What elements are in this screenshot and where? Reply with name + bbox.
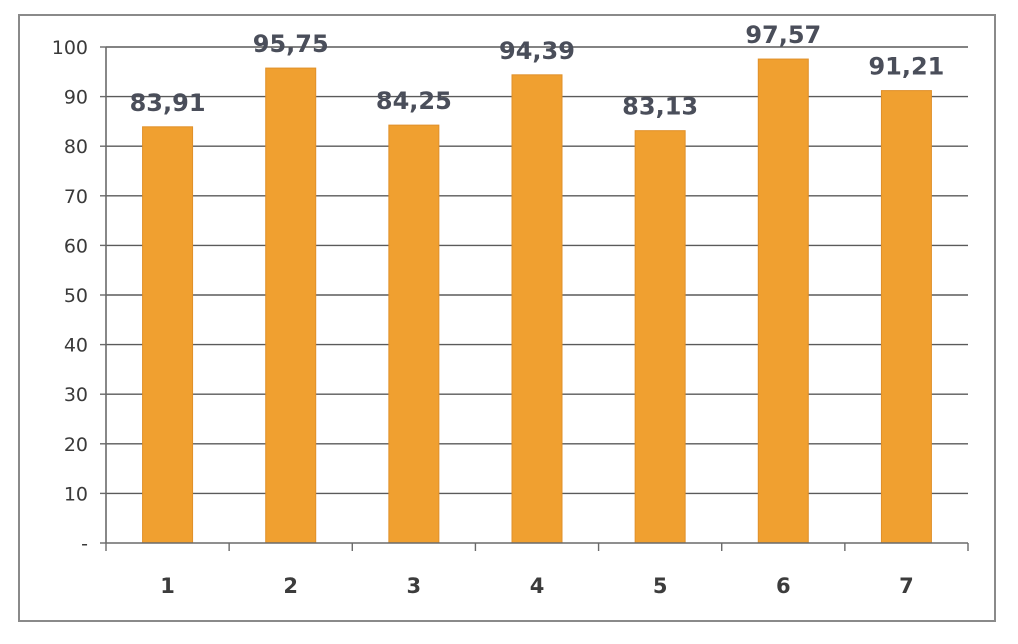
data-label-2: 95,75	[253, 30, 329, 58]
data-label-3: 84,25	[376, 87, 452, 115]
y-tick-label-50: 50	[64, 285, 88, 307]
data-label-6: 97,57	[745, 21, 821, 49]
x-tick-label-7: 7	[899, 574, 914, 598]
y-tick-label-70: 70	[64, 186, 88, 208]
labels: - 10 20 30 40 50 60 70 80 90 100 83,91 1 95,75 2 84,25 3…	[52, 21, 945, 598]
bar-5	[634, 130, 686, 544]
bar-1	[142, 126, 194, 544]
x-tick-label-3: 3	[407, 574, 422, 598]
y-tick-label-10: 10	[64, 483, 88, 505]
y-tick-label-90: 90	[64, 87, 88, 109]
y-tick-label-100: 100	[52, 37, 88, 59]
bars	[142, 58, 932, 544]
bar-6	[757, 58, 809, 544]
y-tick-label-20: 20	[64, 434, 88, 456]
y-tick-label-60: 60	[64, 235, 88, 257]
data-label-5: 83,13	[622, 93, 698, 121]
x-tick-label-2: 2	[283, 574, 298, 598]
y-tick-label-0: -	[81, 533, 88, 555]
y-tick-label-30: 30	[64, 384, 88, 406]
x-tick-label-1: 1	[160, 574, 175, 598]
bar-2	[265, 67, 317, 544]
bar-3	[388, 124, 440, 544]
x-tick-label-4: 4	[530, 574, 545, 598]
axes	[100, 46, 969, 551]
bar-7	[880, 90, 932, 544]
x-tick-label-5: 5	[653, 574, 668, 598]
x-tick-label-6: 6	[776, 574, 791, 598]
data-label-7: 91,21	[868, 53, 944, 81]
bar-4	[511, 74, 563, 544]
y-tick-label-40: 40	[64, 335, 88, 357]
y-tick-label-80: 80	[64, 136, 88, 158]
data-label-1: 83,91	[130, 89, 206, 117]
data-label-4: 94,39	[499, 37, 575, 65]
